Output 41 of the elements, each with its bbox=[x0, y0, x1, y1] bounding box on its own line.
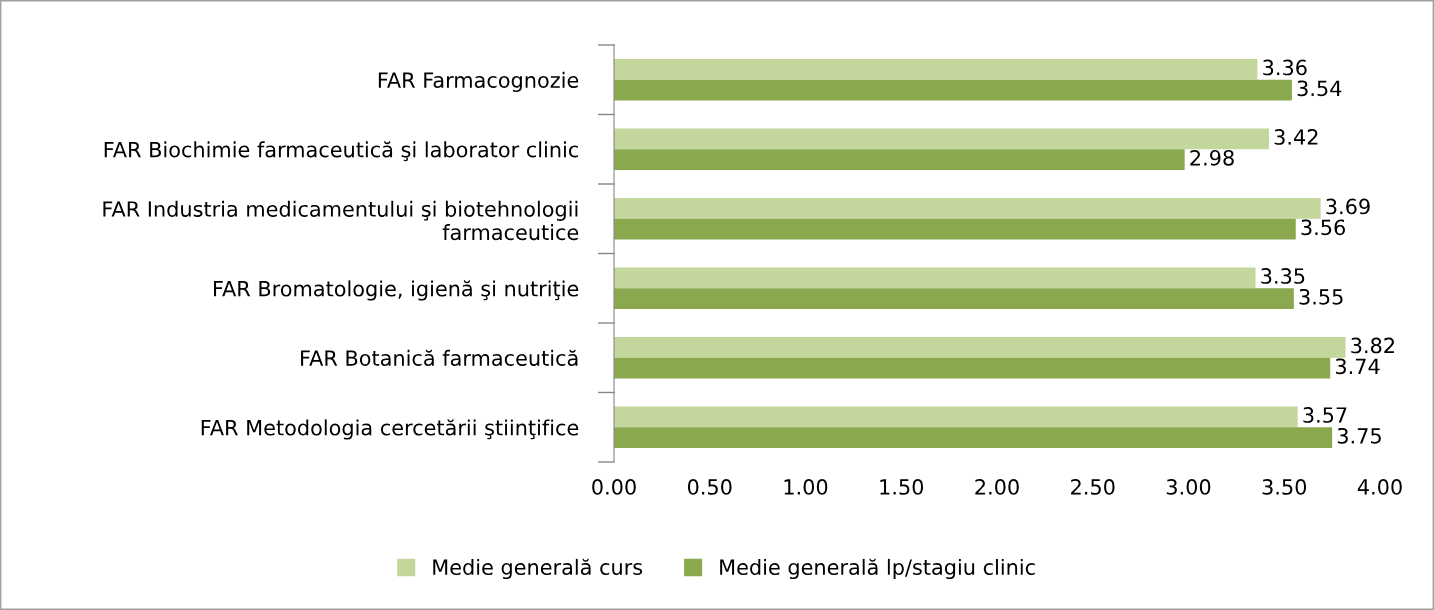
bar bbox=[614, 79, 1292, 101]
bar bbox=[614, 357, 1331, 379]
x-tick-label: 3.00 bbox=[1166, 479, 1211, 495]
data-label: 3.57 bbox=[1303, 407, 1347, 423]
y-tick-label: FAR Biochimie farmaceutică şi laborator clinic bbox=[104, 141, 578, 162]
legend-label: Medie generală curs bbox=[433, 558, 643, 580]
data-label: 3.69 bbox=[1326, 198, 1370, 215]
x-tick-label: 3.50 bbox=[1262, 479, 1307, 495]
data-label: 3.56 bbox=[1301, 219, 1345, 236]
x-tick-label: 1.50 bbox=[880, 479, 924, 495]
data-label: 3.35 bbox=[1261, 268, 1305, 284]
x-tick-label: 0.50 bbox=[687, 479, 732, 495]
data-label: 3.55 bbox=[1299, 288, 1343, 305]
bar bbox=[614, 58, 1258, 80]
bar bbox=[614, 197, 1321, 219]
data-label: 3.54 bbox=[1297, 80, 1342, 97]
bar bbox=[614, 267, 1256, 289]
y-tick-label: FAR Bromatologie, igienă şi nutriţie bbox=[214, 280, 579, 301]
bar bbox=[614, 427, 1333, 449]
data-label: 3.36 bbox=[1263, 59, 1307, 76]
x-tick-label: 1.00 bbox=[784, 479, 828, 495]
y-tick-label: FAR Metodologia cercetării ştiinţifice bbox=[201, 419, 579, 440]
data-label: 2.98 bbox=[1190, 149, 1234, 166]
bar bbox=[614, 406, 1298, 428]
bar bbox=[614, 336, 1346, 358]
y-tick-label: FAR Botanică farmaceutică bbox=[301, 349, 578, 366]
bar bbox=[614, 149, 1185, 171]
y-tick-label: FAR Industria medicamentului şi biotehnologii farmaceutice bbox=[103, 200, 579, 241]
data-label: 3.75 bbox=[1337, 427, 1381, 444]
data-label: 3.42 bbox=[1274, 129, 1318, 145]
y-tick-label: FAR Farmacognozie bbox=[378, 71, 579, 92]
data-label: 3.74 bbox=[1335, 358, 1380, 375]
bar bbox=[614, 218, 1296, 240]
x-tick-label: 2.00 bbox=[975, 479, 1019, 495]
data-label: 3.82 bbox=[1351, 337, 1394, 354]
x-tick-label: 0.00 bbox=[592, 479, 636, 495]
x-tick-label: 4.00 bbox=[1357, 479, 1402, 495]
bar bbox=[614, 288, 1294, 310]
legend-label: Medie generală lp/stagiu clinic bbox=[720, 558, 1035, 580]
bar bbox=[614, 128, 1269, 150]
x-tick-label: 2.50 bbox=[1071, 479, 1115, 495]
